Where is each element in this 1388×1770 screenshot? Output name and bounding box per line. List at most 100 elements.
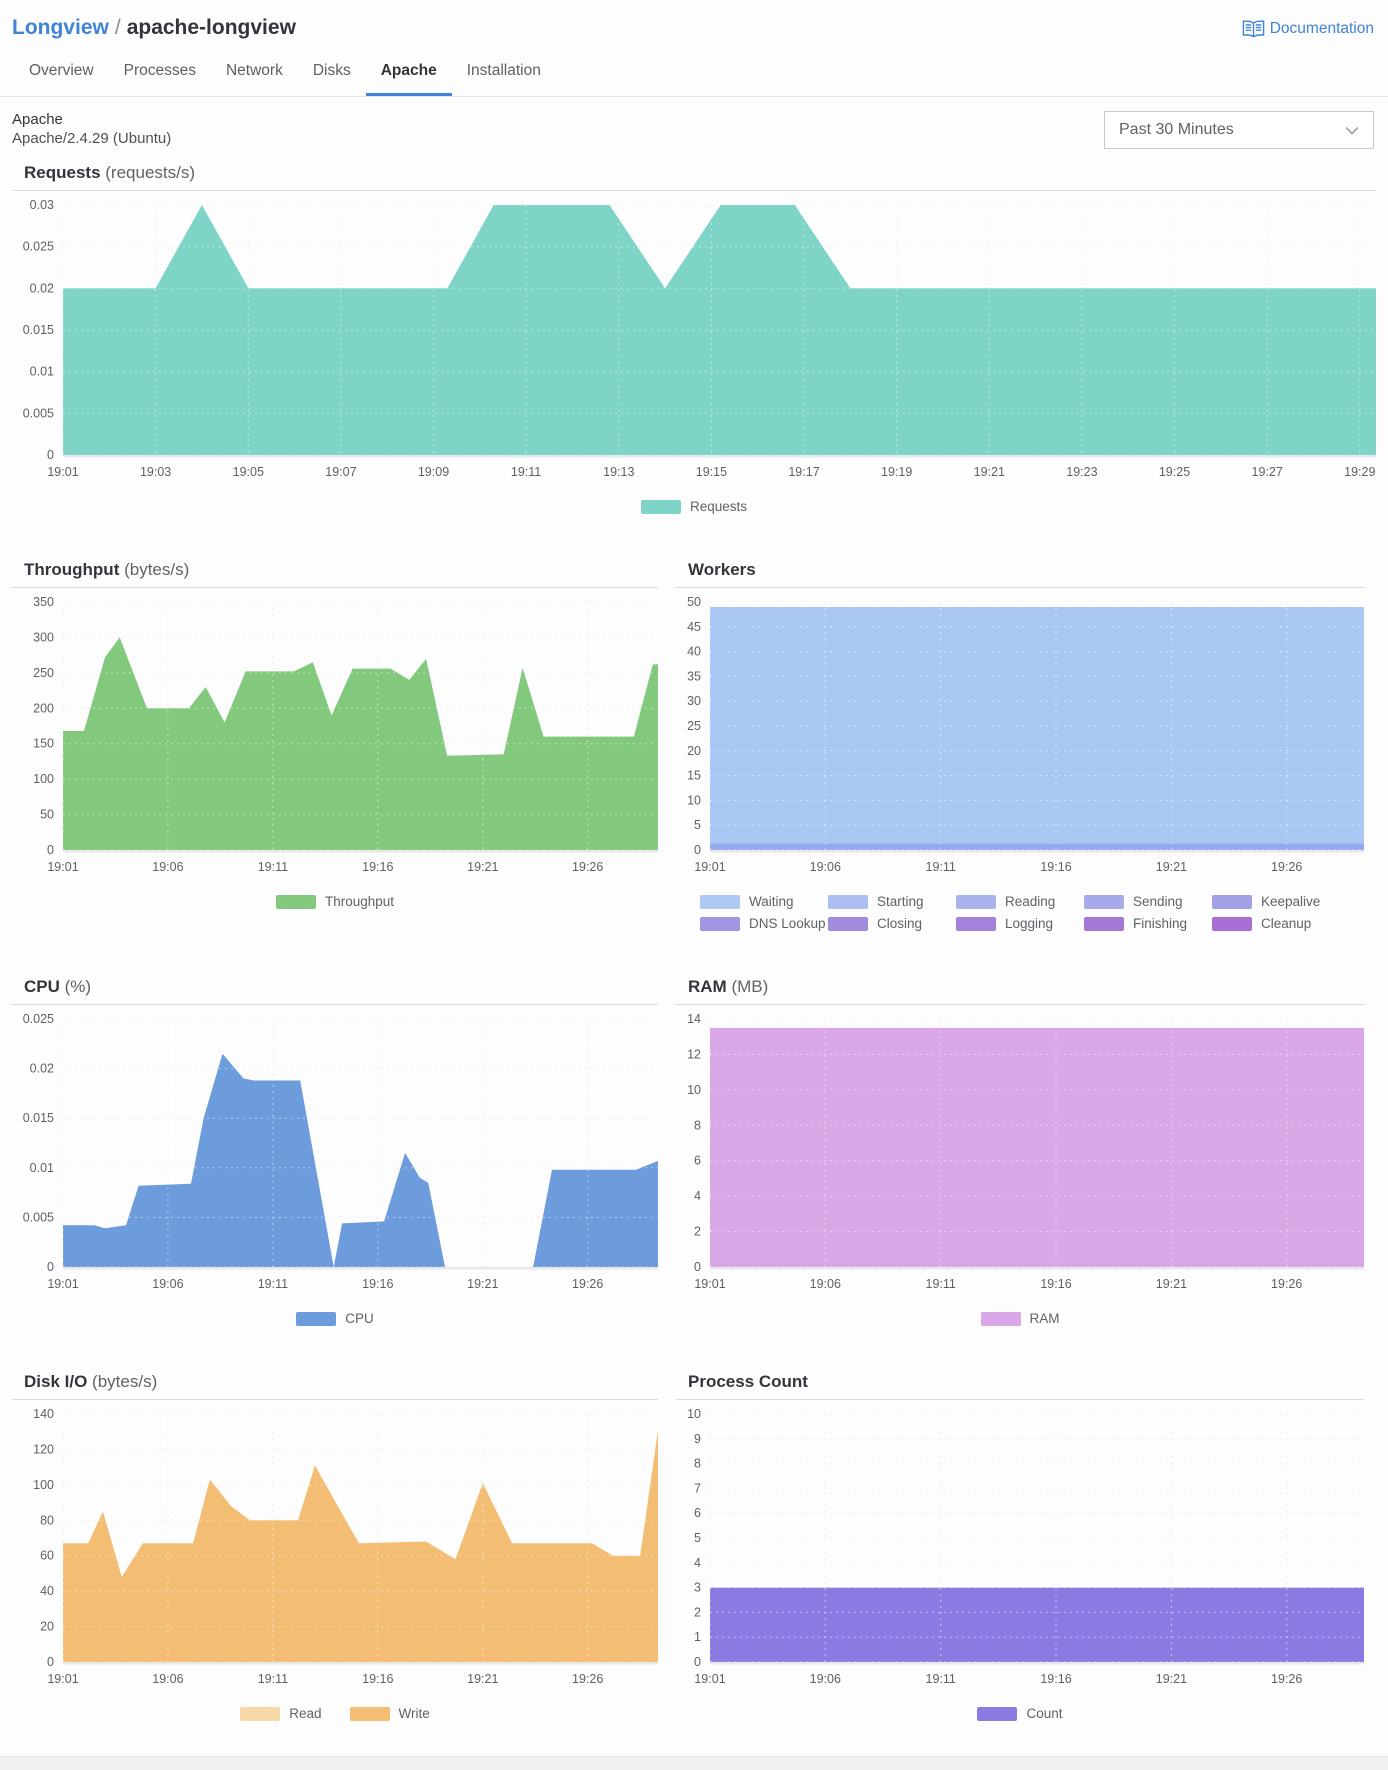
svg-text:0.025: 0.025 [23, 240, 54, 254]
legend-label: Reading [1005, 894, 1056, 909]
svg-text:6: 6 [694, 1506, 701, 1520]
svg-text:19:01: 19:01 [47, 1277, 78, 1291]
svg-text:0.015: 0.015 [23, 1111, 54, 1125]
svg-text:19:21: 19:21 [1156, 1672, 1187, 1686]
legend-label: RAM [1029, 1311, 1060, 1326]
svg-text:50: 50 [40, 808, 54, 822]
svg-text:19:06: 19:06 [152, 1672, 183, 1686]
ram-chart-legend: RAM [676, 1311, 1364, 1326]
documentation-link[interactable]: Documentation [1242, 20, 1374, 38]
throughput-chart-plot[interactable]: 0 50 100 150 200 250 300 350 19:01 19:06 19:11 19:1… [12, 592, 658, 885]
svg-text:4: 4 [694, 1189, 701, 1203]
svg-text:8: 8 [694, 1118, 701, 1132]
tab-disks[interactable]: Disks [298, 50, 366, 96]
section-title: Apache [12, 111, 63, 128]
throughput-chart-panel: Throughput (bytes/s) 0 50 100 150 200 250 300 3… [12, 560, 658, 931]
time-range-select[interactable]: Past 30 Minutes [1104, 111, 1374, 149]
topbar: Longview / apache-longview Documentation [0, 0, 1388, 40]
svg-text:19:26: 19:26 [572, 860, 603, 874]
svg-text:50: 50 [687, 595, 701, 609]
svg-text:5: 5 [694, 1531, 701, 1545]
chart-unit: (bytes/s) [124, 560, 190, 579]
legend-item: DNS Lookup [700, 916, 828, 931]
svg-text:20: 20 [40, 1620, 54, 1634]
disk-io-chart-legend: Read Write [12, 1706, 658, 1721]
legend-label: Finishing [1133, 916, 1188, 931]
legend-label: Keepalive [1261, 894, 1321, 909]
svg-text:10: 10 [687, 793, 701, 807]
process-count-chart-canvas: 0 1 2 3 4 5 6 7 8 9 10 19:01 19:06 19:11 19:16 19:21 19:… [687, 1407, 1364, 1686]
svg-text:100: 100 [33, 772, 54, 786]
svg-text:0.025: 0.025 [23, 1012, 54, 1026]
divider [12, 1399, 658, 1400]
chart-title: Workers [688, 560, 756, 579]
chevron-down-icon [1345, 126, 1359, 135]
svg-text:19:27: 19:27 [1252, 465, 1283, 479]
tab-installation[interactable]: Installation [452, 50, 556, 96]
chart-title: Disk I/O (bytes/s) [24, 1372, 158, 1391]
svg-text:140: 140 [33, 1407, 54, 1421]
svg-text:19:05: 19:05 [233, 465, 264, 479]
svg-text:19:21: 19:21 [467, 1277, 498, 1291]
legend-swatch [640, 499, 681, 514]
svg-text:120: 120 [33, 1442, 54, 1456]
legend-item: Starting [828, 894, 956, 909]
svg-text:19:17: 19:17 [788, 465, 819, 479]
legend-swatch [1212, 916, 1252, 931]
breadcrumb-separator: / [114, 16, 121, 39]
divider [676, 1004, 1364, 1005]
svg-text:19:16: 19:16 [1040, 860, 1071, 874]
disk-io-chart-canvas: 0 20 40 60 80 100 120 140 19:01 19:06 19:11 19:16 19… [33, 1407, 658, 1686]
requests-chart-panel: Requests (requests/s) 0 0.005 0.01 0.015 0.0… [12, 163, 1376, 514]
breadcrumb-parent-link[interactable]: Longview [12, 16, 109, 39]
svg-text:19:01: 19:01 [47, 1672, 78, 1686]
legend-item: Cleanup [1212, 916, 1340, 931]
divider [676, 1399, 1364, 1400]
workers-chart-plot[interactable]: 0 5 10 15 20 25 30 35 40 45 50 19:01 19:06 19:11 19:16… [676, 592, 1364, 885]
requests-chart-plot[interactable]: 0 0.005 0.01 0.015 0.02 0.025 0.03 19:01 19:03 19… [12, 195, 1376, 490]
svg-text:100: 100 [33, 1478, 54, 1492]
svg-text:0.03: 0.03 [30, 198, 54, 212]
divider [12, 587, 658, 588]
legend-label: Starting [877, 894, 924, 909]
disk-io-chart-plot[interactable]: 0 20 40 60 80 100 120 140 19:01 19:06 19:11 19:16 19… [12, 1404, 658, 1697]
tab-network[interactable]: Network [211, 50, 298, 96]
cpu-chart-plot[interactable]: 0 0.005 0.01 0.015 0.02 0.025 19:01 19:06 19:11 1… [12, 1009, 658, 1302]
svg-text:250: 250 [33, 666, 54, 680]
svg-text:19:01: 19:01 [47, 860, 78, 874]
charts-area: Requests (requests/s) 0 0.005 0.01 0.015 0.0… [0, 163, 1388, 1721]
tab-overview[interactable]: Overview [14, 50, 109, 96]
legend-item: Read [240, 1706, 322, 1721]
svg-text:0.01: 0.01 [30, 1161, 54, 1175]
svg-text:14: 14 [687, 1012, 701, 1026]
legend-item: Count [977, 1706, 1063, 1721]
svg-text:40: 40 [687, 645, 701, 659]
legend-item: Closing [828, 916, 956, 931]
legend-item: Write [349, 1706, 430, 1721]
chart-title: Requests (requests/s) [24, 163, 196, 182]
legend-label: Read [289, 1706, 322, 1721]
svg-text:19:21: 19:21 [467, 1672, 498, 1686]
svg-text:25: 25 [687, 719, 701, 733]
tab-apache[interactable]: Apache [365, 50, 452, 96]
chart-title: CPU (%) [24, 977, 92, 996]
legend-swatch [980, 1311, 1021, 1326]
svg-text:19:06: 19:06 [152, 860, 183, 874]
ram-chart-plot[interactable]: 0 2 4 6 8 10 12 14 19:01 19:06 19:11 19:16 19:21 19:2… [676, 1009, 1364, 1302]
svg-text:19:25: 19:25 [1159, 465, 1190, 479]
throughput-chart-canvas: 0 50 100 150 200 250 300 350 19:01 19:06 19:11 19:1… [33, 595, 658, 874]
svg-text:0: 0 [694, 1260, 701, 1274]
legend-item: RAM [980, 1311, 1060, 1326]
legend-item: Requests [640, 499, 747, 514]
legend-swatch [956, 916, 996, 931]
chart-unit: (requests/s) [105, 163, 196, 182]
divider [676, 587, 1364, 588]
svg-text:0: 0 [47, 448, 54, 462]
svg-text:10: 10 [687, 1083, 701, 1097]
process-count-chart-plot[interactable]: 0 1 2 3 4 5 6 7 8 9 10 19:01 19:06 19:11 19:16 19:21 19:… [676, 1404, 1364, 1697]
charts-row-3: CPU (%) 0 0.005 0.01 0.015 0.02 0.025 19:01 19:… [12, 977, 1376, 1326]
tab-processes[interactable]: Processes [109, 50, 211, 96]
svg-text:2: 2 [694, 1605, 701, 1619]
svg-text:200: 200 [33, 701, 54, 715]
svg-text:19:16: 19:16 [1040, 1277, 1071, 1291]
